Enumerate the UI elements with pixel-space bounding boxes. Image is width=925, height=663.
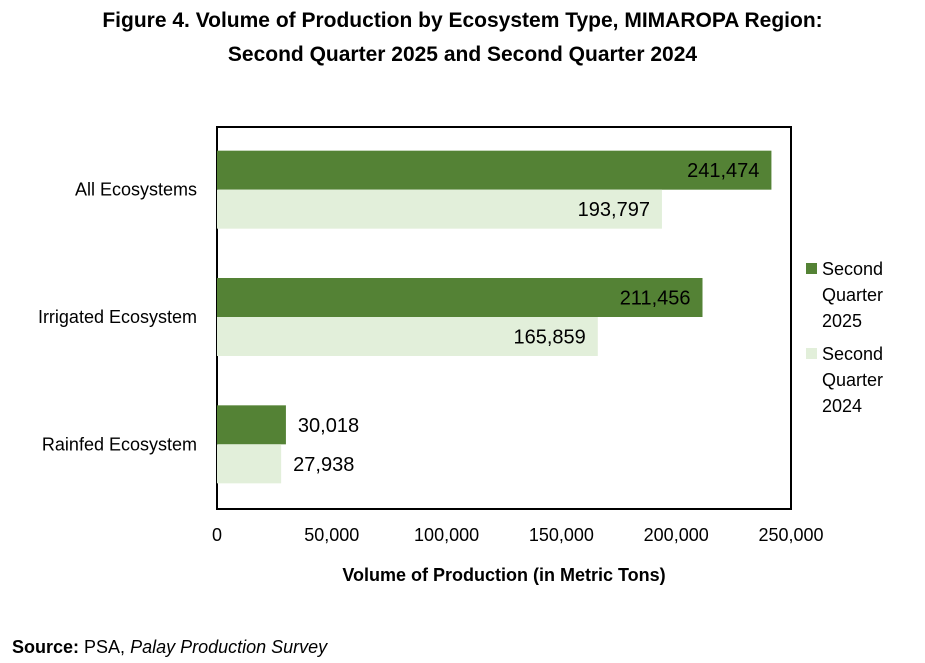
chart-title: Figure 4. Volume of Production by Ecosys… bbox=[0, 4, 925, 72]
source-note: Source: PSA, Palay Production Survey bbox=[12, 637, 327, 658]
legend-swatch-2025 bbox=[806, 263, 817, 274]
source-label: Source: bbox=[12, 637, 80, 657]
data-label: 165,859 bbox=[514, 327, 586, 349]
legend-label: Second bbox=[822, 344, 883, 364]
legend-label: Quarter bbox=[822, 285, 883, 305]
bar-2024 bbox=[217, 189, 662, 229]
legend-label: 2025 bbox=[822, 311, 862, 331]
category-label: Irrigated Ecosystem bbox=[38, 307, 197, 327]
x-tick-label: 0 bbox=[212, 525, 222, 545]
chart-title-line-1: Figure 4. Volume of Production by Ecosys… bbox=[102, 9, 823, 32]
bar-2025 bbox=[217, 150, 772, 190]
bar-2025 bbox=[217, 278, 703, 317]
legend-label: 2024 bbox=[822, 396, 862, 416]
legend-swatch-2024 bbox=[806, 348, 817, 359]
x-tick-label: 50,000 bbox=[304, 525, 359, 545]
x-tick-label: 250,000 bbox=[758, 525, 823, 545]
bar-2024 bbox=[217, 444, 282, 484]
x-tick-label: 200,000 bbox=[644, 525, 709, 545]
chart-title-line-2: Second Quarter 2025 and Second Quarter 2… bbox=[227, 43, 698, 66]
data-label: 27,938 bbox=[293, 454, 354, 476]
x-tick-label: 100,000 bbox=[414, 525, 479, 545]
source-text: PSA, bbox=[79, 637, 131, 657]
data-label: 241,474 bbox=[687, 160, 759, 182]
category-label: All Ecosystems bbox=[75, 180, 197, 200]
bar-2025 bbox=[217, 405, 286, 445]
data-label: 30,018 bbox=[298, 415, 359, 437]
data-label: 211,456 bbox=[620, 288, 691, 310]
legend-label: Second bbox=[822, 259, 883, 279]
category-label: Rainfed Ecosystem bbox=[42, 434, 197, 454]
legend-label: Quarter bbox=[822, 370, 883, 390]
data-label: 193,797 bbox=[578, 199, 650, 221]
bar-2024 bbox=[217, 317, 598, 356]
x-tick-label: 150,000 bbox=[529, 525, 594, 545]
source-survey-name: Palay Production Survey bbox=[130, 637, 328, 657]
x-axis-title: Volume of Production (in Metric Tons) bbox=[342, 565, 665, 585]
